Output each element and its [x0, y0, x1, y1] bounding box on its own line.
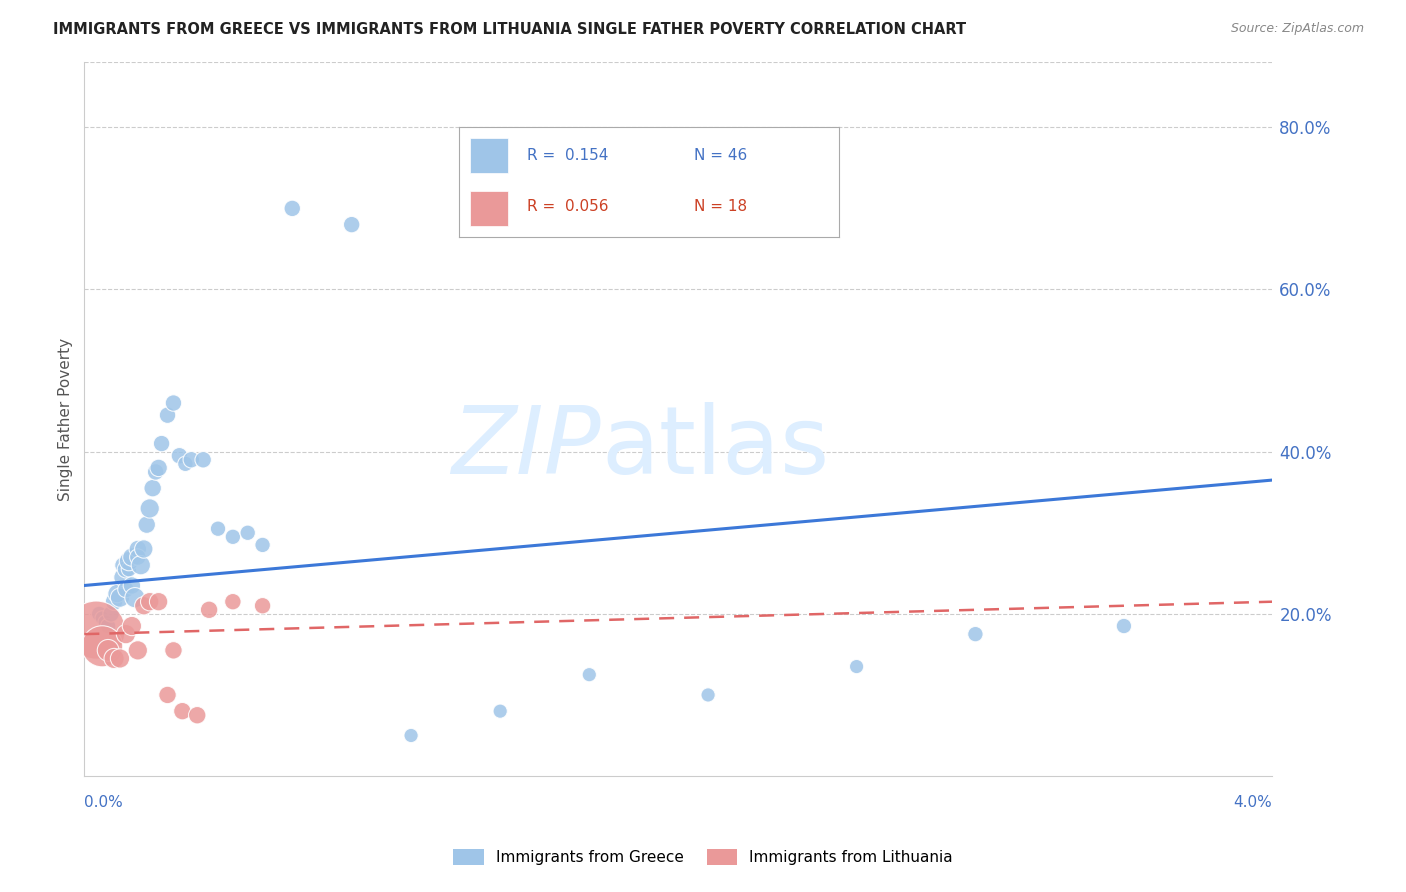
Point: [156, 408, 179, 422]
Point: [132, 541, 155, 556]
Point: [142, 481, 165, 495]
Y-axis label: Single Father Poverty: Single Father Poverty: [58, 338, 73, 500]
Point: [127, 550, 149, 565]
Point: [399, 729, 422, 743]
Point: [156, 688, 179, 702]
Point: [252, 599, 274, 613]
Point: [129, 558, 152, 573]
Point: [172, 704, 194, 718]
Point: [186, 708, 208, 723]
Point: [162, 643, 184, 657]
Point: [697, 688, 720, 702]
Point: [103, 595, 125, 609]
Point: [132, 599, 155, 613]
Point: [138, 595, 160, 609]
Point: [174, 457, 197, 471]
Point: [135, 517, 157, 532]
Point: [578, 667, 600, 681]
Legend: Immigrants from Greece, Immigrants from Lithuania: Immigrants from Greece, Immigrants from …: [447, 843, 959, 871]
Point: [127, 541, 149, 556]
Point: [965, 627, 987, 641]
Point: [127, 643, 149, 657]
Point: [115, 562, 138, 576]
Text: Source: ZipAtlas.com: Source: ZipAtlas.com: [1230, 22, 1364, 36]
Point: [108, 651, 131, 665]
Point: [121, 578, 143, 592]
Point: [121, 619, 143, 633]
Point: [138, 501, 160, 516]
Point: [91, 640, 114, 654]
Text: ZIP: ZIP: [451, 402, 602, 493]
Text: 4.0%: 4.0%: [1233, 796, 1272, 810]
Point: [118, 562, 141, 576]
Point: [111, 558, 134, 573]
Point: [252, 538, 274, 552]
Point: [124, 591, 146, 605]
Point: [118, 554, 141, 568]
Point: [97, 643, 120, 657]
Point: [148, 595, 170, 609]
Point: [121, 550, 143, 565]
Point: [94, 615, 117, 629]
Point: [169, 449, 191, 463]
Point: [150, 436, 173, 450]
Text: 0.0%: 0.0%: [84, 796, 124, 810]
Point: [108, 591, 131, 605]
Point: [84, 623, 107, 637]
Point: [180, 452, 202, 467]
Point: [236, 525, 259, 540]
Text: IMMIGRANTS FROM GREECE VS IMMIGRANTS FROM LITHUANIA SINGLE FATHER POVERTY CORREL: IMMIGRANTS FROM GREECE VS IMMIGRANTS FRO…: [53, 22, 966, 37]
Point: [148, 461, 170, 475]
Point: [198, 603, 221, 617]
Point: [222, 595, 245, 609]
Point: [340, 218, 363, 232]
Point: [191, 452, 215, 467]
Point: [145, 465, 167, 479]
Point: [207, 522, 229, 536]
Point: [845, 659, 868, 673]
Point: [115, 582, 138, 597]
Point: [162, 396, 184, 410]
Point: [489, 704, 512, 718]
Point: [97, 619, 120, 633]
Point: [281, 202, 304, 216]
Point: [111, 570, 134, 584]
Point: [1112, 619, 1135, 633]
Point: [105, 586, 128, 600]
Point: [91, 611, 114, 625]
Text: atlas: atlas: [602, 401, 830, 494]
Point: [100, 607, 122, 621]
Point: [103, 651, 125, 665]
Point: [222, 530, 245, 544]
Point: [89, 607, 111, 621]
Point: [115, 627, 138, 641]
